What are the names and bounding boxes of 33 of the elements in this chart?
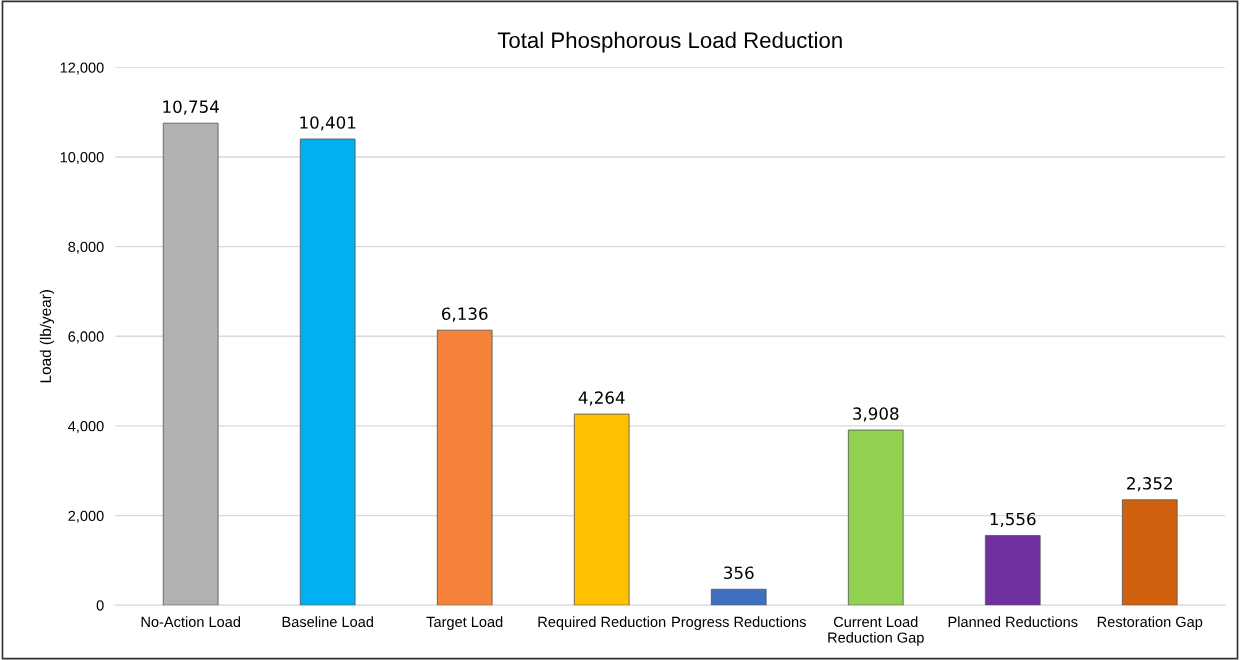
- x-tick-label: Baseline Load: [282, 616, 373, 628]
- x-tick-label: Target Load: [426, 616, 503, 630]
- bar: [573, 413, 630, 606]
- x-tick-label: Current Load Reduction Gap: [828, 616, 924, 646]
- y-tick-label: 12,000: [60, 62, 104, 75]
- bar: [299, 138, 356, 606]
- data-label: 10,401: [300, 116, 356, 131]
- y-tick-label: 2,000: [68, 510, 104, 523]
- data-label: 4,264: [578, 391, 625, 406]
- x-tick-label: Planned Reductions: [948, 616, 1078, 628]
- bar: [436, 329, 493, 606]
- x-tick-label: Required Reduction: [538, 616, 666, 630]
- data-label: 2,352: [1127, 477, 1172, 492]
- x-tick-label: Progress Reductions: [672, 616, 806, 630]
- chart-title: Total Phosphorous Load Reduction: [497, 31, 842, 53]
- bar: [984, 535, 1041, 606]
- data-label: 356: [724, 566, 754, 580]
- y-axis-title: Load (lb/year): [39, 290, 55, 383]
- data-label: 10,754: [163, 100, 219, 115]
- data-label: 1,556: [990, 512, 1036, 527]
- y-tick-label: 4,000: [68, 421, 104, 434]
- data-label: 6,136: [442, 307, 488, 322]
- y-tick-label: 6,000: [68, 331, 104, 344]
- bar: [847, 429, 904, 606]
- bar: [1121, 499, 1178, 606]
- data-label: 3,908: [853, 407, 899, 422]
- y-tick-label: 0: [96, 600, 104, 611]
- x-tick-label: No-Action Load: [141, 616, 240, 628]
- bar: [710, 588, 767, 606]
- x-tick-label: Restoration Gap: [1097, 616, 1203, 630]
- y-tick-label: 10,000: [60, 152, 104, 165]
- bar: [162, 122, 219, 606]
- y-tick-label: 8,000: [68, 241, 104, 254]
